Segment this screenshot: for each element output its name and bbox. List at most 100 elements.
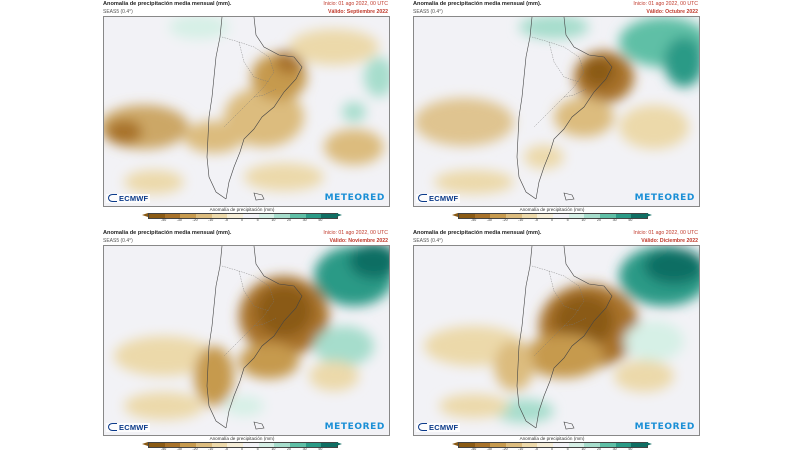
ecmwf-logo: ECMWF bbox=[416, 423, 461, 432]
map-svg bbox=[414, 246, 699, 435]
coastline bbox=[206, 17, 303, 201]
colorbar-tick-label: -50 bbox=[161, 218, 167, 222]
colorbar-strip bbox=[458, 442, 648, 448]
colorbar-label: Anomalía de precipitación (mm) bbox=[209, 207, 275, 212]
colorbar-tick-label: 0 bbox=[241, 447, 243, 451]
colorbar-segment bbox=[631, 214, 648, 218]
colorbar-segment bbox=[537, 443, 554, 447]
colorbar-segment bbox=[180, 214, 197, 218]
colorbar: Anomalía de precipitación (mm) -50 -30 -20… bbox=[142, 207, 342, 222]
colorbar-tick-label: -10 bbox=[208, 218, 214, 222]
coastline bbox=[516, 17, 613, 201]
colorbar-ticks: -50 -30 -20 -10 -5 0 5 10 20 30 50 bbox=[458, 447, 646, 452]
colorbar-segment bbox=[474, 443, 491, 447]
colorbar-tick-label: 30 bbox=[612, 447, 617, 451]
colorbar-strip bbox=[458, 213, 648, 219]
colorbar-segment bbox=[227, 443, 244, 447]
ecmwf-logo-icon bbox=[418, 423, 427, 431]
init-date: Inicio: 01 ago 2022, 00 UTC bbox=[633, 1, 698, 7]
colorbar-segment bbox=[164, 443, 181, 447]
map-svg bbox=[104, 17, 389, 206]
colorbar-tick-label: 5 bbox=[256, 447, 259, 451]
colorbar-tick-label: -10 bbox=[518, 447, 524, 451]
ecmwf-logo: ECMWF bbox=[106, 194, 151, 203]
colorbar-segment bbox=[459, 443, 475, 447]
colorbar-segment bbox=[243, 443, 259, 447]
colorbar-label: Anomalía de precipitación (mm) bbox=[519, 436, 585, 441]
colorbar-tick-label: -50 bbox=[161, 447, 167, 451]
anomaly-field bbox=[114, 246, 389, 420]
colorbar-tick-label: 0 bbox=[241, 218, 243, 222]
meteored-logo: METEORED bbox=[634, 422, 695, 432]
colorbar-segment bbox=[180, 443, 197, 447]
colorbar-segment bbox=[474, 214, 491, 218]
colorbar-tick-label: 50 bbox=[628, 447, 633, 451]
borders bbox=[221, 265, 277, 357]
colorbar-segment bbox=[258, 443, 275, 447]
colorbar-label: Anomalía de precipitación (mm) bbox=[209, 436, 275, 441]
map-panel-october: Anomalía de precipitación media mensual … bbox=[410, 0, 706, 222]
colorbar-segment bbox=[290, 443, 306, 447]
colorbar-segment bbox=[553, 443, 569, 447]
colorbar-tick-label: -5 bbox=[534, 218, 538, 222]
coastline bbox=[206, 246, 303, 430]
colorbar-segment bbox=[600, 443, 616, 447]
ecmwf-logo-icon bbox=[108, 194, 117, 202]
coastline bbox=[516, 246, 613, 430]
map-svg bbox=[414, 17, 699, 206]
borders bbox=[221, 36, 277, 128]
valid-date: Válido: Noviembre 2022 bbox=[329, 238, 388, 244]
valid-date: Válido: Septiembre 2022 bbox=[328, 9, 388, 15]
colorbar-segment bbox=[149, 214, 165, 218]
anomaly-map: ECMWF METEORED bbox=[413, 245, 700, 436]
colorbar-tick-label: -10 bbox=[518, 218, 524, 222]
colorbar-segment bbox=[211, 214, 228, 218]
colorbar-tick-label: -30 bbox=[486, 447, 492, 451]
colorbar-tick-label: 30 bbox=[302, 447, 307, 451]
colorbar-tick-label: -50 bbox=[471, 447, 477, 451]
anomaly-field bbox=[104, 17, 389, 194]
colorbar-ticks: -50 -30 -20 -10 -5 0 5 10 20 30 50 bbox=[148, 218, 336, 223]
init-date: Inicio: 01 ago 2022, 00 UTC bbox=[323, 230, 388, 236]
colorbar-segment bbox=[459, 214, 475, 218]
colorbar-segment bbox=[196, 214, 212, 218]
colorbar-tick-label: -20 bbox=[192, 447, 198, 451]
colorbar-ticks: -50 -30 -20 -10 -5 0 5 10 20 30 50 bbox=[148, 447, 336, 452]
colorbar-segment bbox=[321, 443, 338, 447]
colorbar: Anomalía de precipitación (mm) -50 -30 -20… bbox=[142, 436, 342, 451]
model-label: SEAS5 (0.4°) bbox=[413, 9, 443, 15]
colorbar-segment bbox=[553, 214, 569, 218]
map-panel-september: Anomalía de precipitación media mensual … bbox=[100, 0, 396, 222]
colorbar-segment bbox=[521, 443, 538, 447]
colorbar-segment bbox=[584, 443, 601, 447]
meteored-logo: METEORED bbox=[324, 193, 385, 203]
anomaly-field bbox=[424, 246, 699, 423]
colorbar-tick-label: 10 bbox=[271, 447, 276, 451]
colorbar-tick-label: -30 bbox=[176, 218, 182, 222]
colorbar-ticks: -50 -30 -20 -10 -5 0 5 10 20 30 50 bbox=[458, 218, 646, 223]
colorbar-segment bbox=[506, 214, 522, 218]
colorbar-segment bbox=[149, 443, 165, 447]
colorbar-tick-label: 10 bbox=[581, 218, 586, 222]
borders bbox=[531, 265, 587, 357]
anomaly-map: ECMWF METEORED bbox=[413, 16, 700, 207]
colorbar-tick-label: 10 bbox=[581, 447, 586, 451]
colorbar-tick-label: -5 bbox=[224, 447, 228, 451]
colorbar-segment bbox=[196, 443, 212, 447]
colorbar-segment bbox=[227, 214, 244, 218]
map-svg bbox=[104, 246, 389, 435]
colorbar-segment bbox=[521, 214, 538, 218]
colorbar-tick-label: -50 bbox=[471, 218, 477, 222]
panel-title: Anomalía de precipitación media mensual … bbox=[413, 1, 542, 7]
colorbar-tick-label: -20 bbox=[502, 218, 508, 222]
map-panel-november: Anomalía de precipitación media mensual … bbox=[100, 229, 396, 451]
panel-title: Anomalía de precipitación media mensual … bbox=[413, 230, 542, 236]
colorbar-min-arrow bbox=[452, 213, 458, 217]
colorbar-tick-label: 5 bbox=[566, 447, 569, 451]
colorbar-tick-label: -20 bbox=[502, 447, 508, 451]
colorbar-segment bbox=[274, 214, 291, 218]
colorbar-tick-label: 20 bbox=[287, 218, 291, 222]
valid-date: Válido: Diciembre 2022 bbox=[641, 238, 698, 244]
colorbar-segment bbox=[615, 214, 632, 218]
valid-date: Válido: Octubre 2022 bbox=[646, 9, 698, 15]
